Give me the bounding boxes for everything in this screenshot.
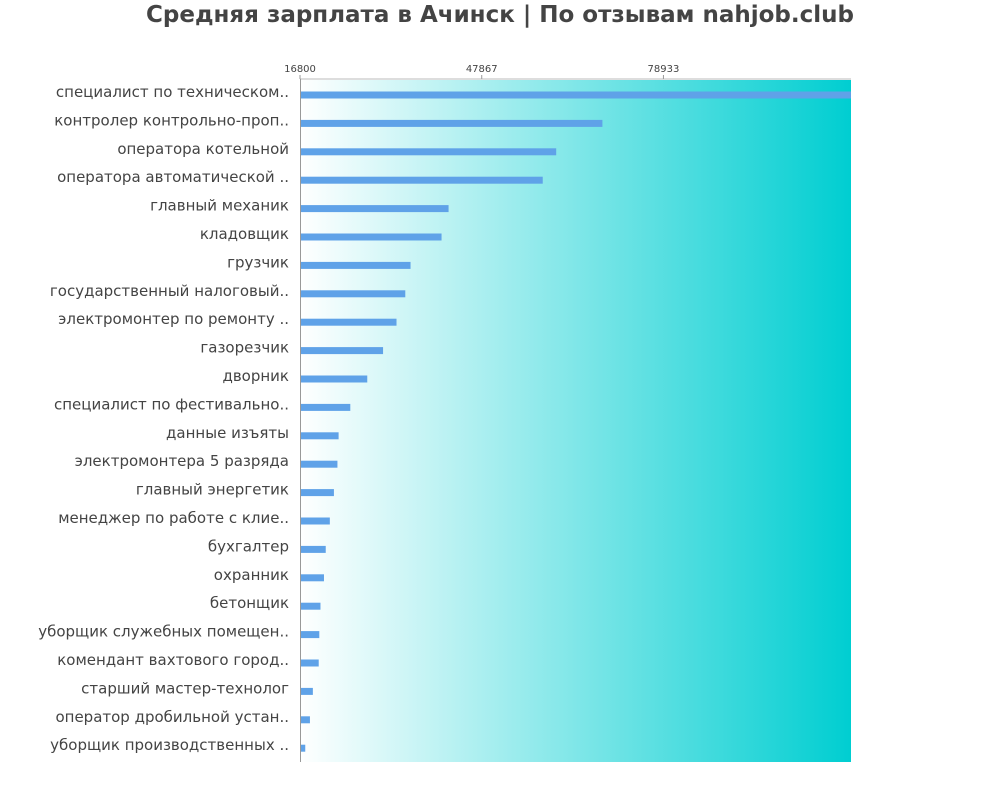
bar [301,148,557,156]
category-label: контролер контрольно-проп.. [54,111,289,129]
bar [301,347,384,355]
bar [301,318,397,326]
category-label: газорезчик [200,339,289,357]
bar [301,432,339,440]
bar [301,744,306,752]
bar [301,602,321,610]
bar [301,517,330,525]
bar [301,205,449,213]
bar [301,716,310,724]
bar [301,460,338,468]
category-label: данные изъяты [166,424,289,442]
category-label: охранник [214,566,289,584]
category-label: бетонщик [210,594,289,612]
chart-title: Средняя зарплата в Ачинск | По отзывам n… [146,2,854,28]
x-tick-label: 78933 [648,64,680,75]
category-label: грузчик [227,253,289,271]
bar [301,659,319,667]
bar [301,545,326,553]
bar [301,290,406,298]
category-label: старший мастер-технолог [81,679,289,697]
bar [301,687,313,695]
category-label: специалист по фестивально.. [54,395,289,413]
category-label: кладовщик [200,225,289,243]
category-label: электромонтера 5 разряда [75,452,289,470]
bar [301,261,411,269]
bar [301,489,334,497]
category-label: уборщик производственных .. [50,736,289,754]
category-label: бухгалтер [208,537,289,555]
category-label: государственный налоговый.. [50,282,289,300]
category-label: главный энергетик [136,481,289,499]
category-label: оператор дробильной устан.. [55,708,289,726]
category-label: электромонтер по ремонту .. [58,310,289,328]
bar [301,233,442,241]
category-label: оператора котельной [117,140,289,158]
category-label: уборщик служебных помещен.. [38,623,289,641]
category-label: дворник [222,367,289,385]
category-label: комендант вахтового город.. [57,651,289,669]
bar [301,375,368,383]
category-label: главный механик [150,197,289,215]
bar [301,403,351,411]
bar [301,574,324,582]
bar [301,631,320,639]
plot-background [300,80,851,762]
x-tick-label: 16800 [284,64,316,75]
bar [301,91,851,99]
category-label: специалист по техническом.. [56,83,289,101]
category-label: менеджер по работе с клие.. [58,509,289,527]
category-label: оператора автоматической .. [57,168,289,186]
x-tick-label: 47867 [466,64,498,75]
bar [301,119,603,127]
bar [301,176,543,184]
